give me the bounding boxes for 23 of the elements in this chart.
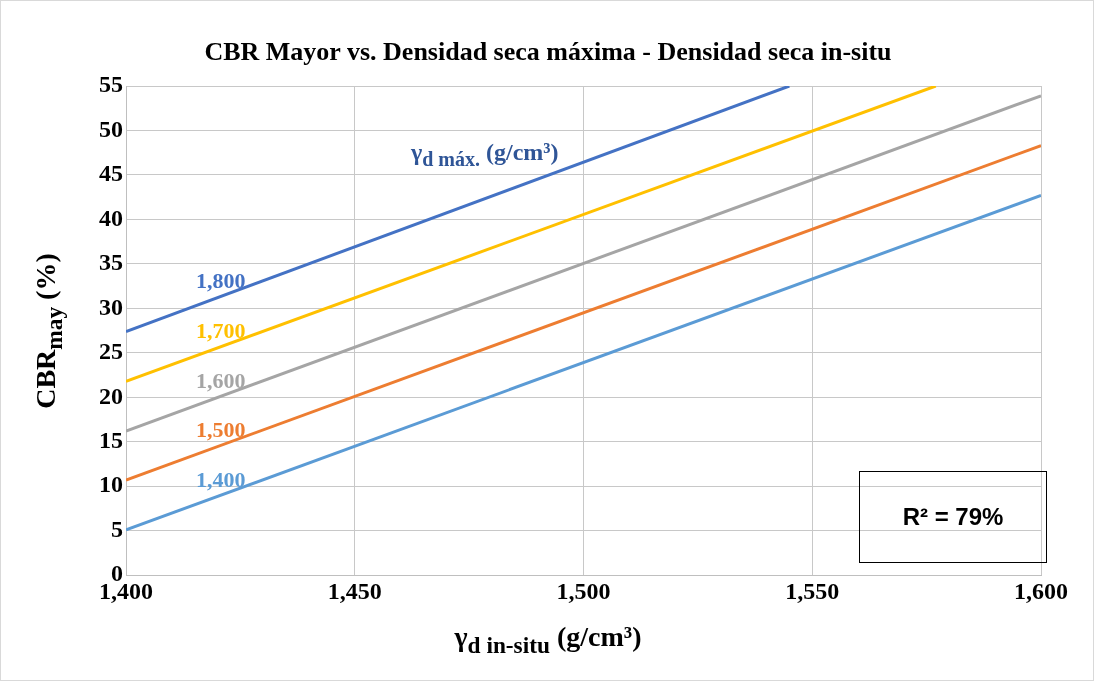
y-tick-label: 45 xyxy=(99,160,123,187)
series-label: 1,800 xyxy=(196,268,246,294)
annotation: γ$_{d máx.}$ (g/cm³) xyxy=(411,139,559,171)
y-tick-label: 25 xyxy=(99,338,123,365)
x-tick-label: 1,500 xyxy=(556,577,611,604)
y-tick-label: 5 xyxy=(111,515,123,542)
x-tick-label: 1,550 xyxy=(785,577,840,604)
y-tick-label: 15 xyxy=(99,426,123,453)
x-axis-title: γ$_{d in-situ}$ (g/cm³) xyxy=(453,621,643,659)
y-tick-label: 10 xyxy=(99,471,123,498)
x-tick-label: 1,600 xyxy=(1014,577,1068,604)
y-tick-label: 20 xyxy=(99,382,123,409)
y-tick-label: 50 xyxy=(99,115,123,142)
y-tick-label: 40 xyxy=(99,204,123,231)
chart-title: CBR Mayor vs. Densidad seca máxima - Densidad seca in-situ xyxy=(203,37,893,67)
y-tick-label: 35 xyxy=(99,249,123,276)
x-tick-label: 1,450 xyxy=(327,577,382,604)
series-label: 1,400 xyxy=(196,466,246,492)
series-label: 1,700 xyxy=(196,318,246,344)
y-tick-label: 30 xyxy=(99,293,123,320)
y-tick-label: 55 xyxy=(99,71,123,98)
series-label: 1,600 xyxy=(196,368,246,394)
series-label: 1,500 xyxy=(196,417,246,443)
